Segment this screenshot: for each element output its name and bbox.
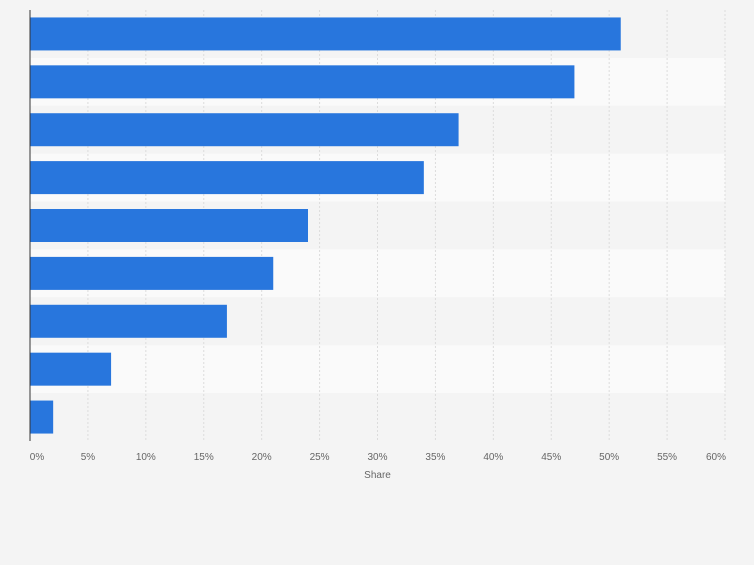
bar [30,161,424,195]
x-tick-label: 40% [483,452,503,463]
x-axis-title: Share [364,470,391,481]
x-tick-label: 45% [541,452,561,463]
x-tick-label: 30% [367,452,387,463]
bar [30,17,621,51]
bar [30,400,54,434]
x-tick-label: 5% [81,452,96,463]
bar [30,256,274,290]
x-tick-label: 15% [194,452,214,463]
x-tick-label: 60% [706,452,726,463]
bars [30,17,621,434]
x-tick-label: 20% [252,452,272,463]
row-band [30,345,725,394]
bar [30,209,308,242]
row-band [30,393,725,441]
x-tick-label: 25% [310,452,330,463]
x-tick-label: 50% [599,452,619,463]
bar [30,304,227,338]
bar [30,113,459,147]
x-tick-label: 55% [657,452,677,463]
x-tick-label: 10% [136,452,156,463]
x-tick-label: 0% [30,452,45,463]
bar [30,352,112,386]
x-tick-labels: 0% 5% 10% 15% 20% 25% 30% 35% 40% 45% 50% 55% 60% [30,452,726,463]
x-tick-label: 35% [425,452,445,463]
bar [30,65,575,99]
